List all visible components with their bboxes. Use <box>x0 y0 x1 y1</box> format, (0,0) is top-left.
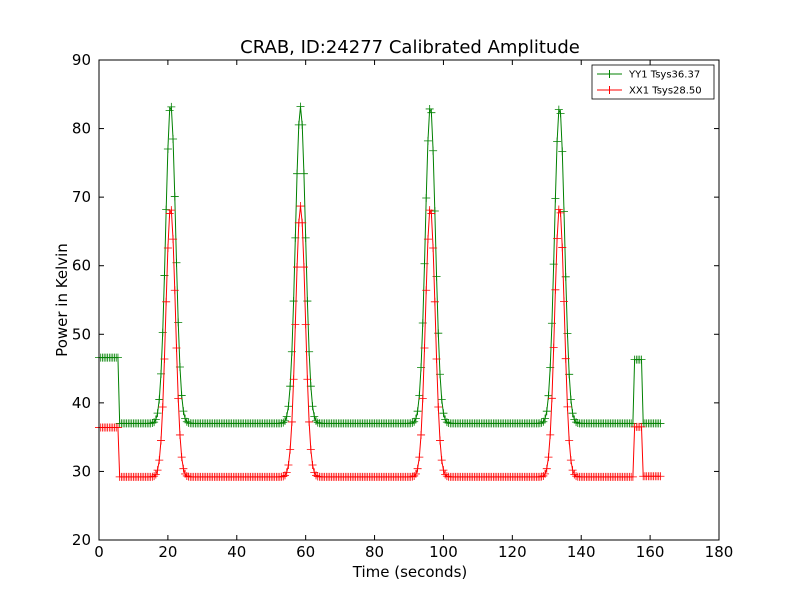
legend-marker-1 <box>605 86 614 94</box>
x-axis: 0 20 40 60 80 100 120 140 160 180 <box>94 60 733 561</box>
legend: YY1 Tsys36.37 XX1 Tsys28.50 <box>591 64 715 100</box>
y-axis: 20 30 40 50 60 70 80 90 <box>72 51 719 549</box>
x-tick-label: 20 <box>158 543 177 561</box>
x-tick-label: 80 <box>365 543 384 561</box>
x-tick-label: 120 <box>498 543 527 561</box>
y-axis-title: Power in Kelvin <box>53 243 71 357</box>
y-tick-label: 80 <box>72 120 91 138</box>
x-tick-label: 40 <box>227 543 246 561</box>
x-axis-title: Time (seconds) <box>352 563 468 581</box>
legend-label-0: YY1 Tsys36.37 <box>628 70 700 81</box>
legend-item-0: YY1 Tsys36.37 <box>597 70 700 81</box>
chart-title: CRAB, ID:24277 Calibrated Amplitude <box>240 37 580 58</box>
y-tick-label: 40 <box>72 394 91 412</box>
y-tick-label: 70 <box>72 188 91 206</box>
x-tick-label: 60 <box>296 543 315 561</box>
legend-label-1: XX1 Tsys28.50 <box>629 86 702 97</box>
y-tick-label: 20 <box>72 531 91 549</box>
y-tick-label: 30 <box>72 462 91 480</box>
x-tick-label: 0 <box>94 543 104 561</box>
legend-item-1: XX1 Tsys28.50 <box>597 86 702 97</box>
x-tick-label: 140 <box>567 543 596 561</box>
x-tick-label: 160 <box>636 543 665 561</box>
y-tick-label: 50 <box>72 325 91 343</box>
legend-box <box>591 64 715 100</box>
x-tick-label: 100 <box>429 543 458 561</box>
y-tick-label: 90 <box>72 51 91 69</box>
legend-marker-0 <box>605 70 614 78</box>
y-tick-label: 60 <box>72 257 91 275</box>
plot-frame <box>98 59 720 541</box>
plot-area <box>99 60 719 540</box>
x-tick-label: 180 <box>705 543 734 561</box>
